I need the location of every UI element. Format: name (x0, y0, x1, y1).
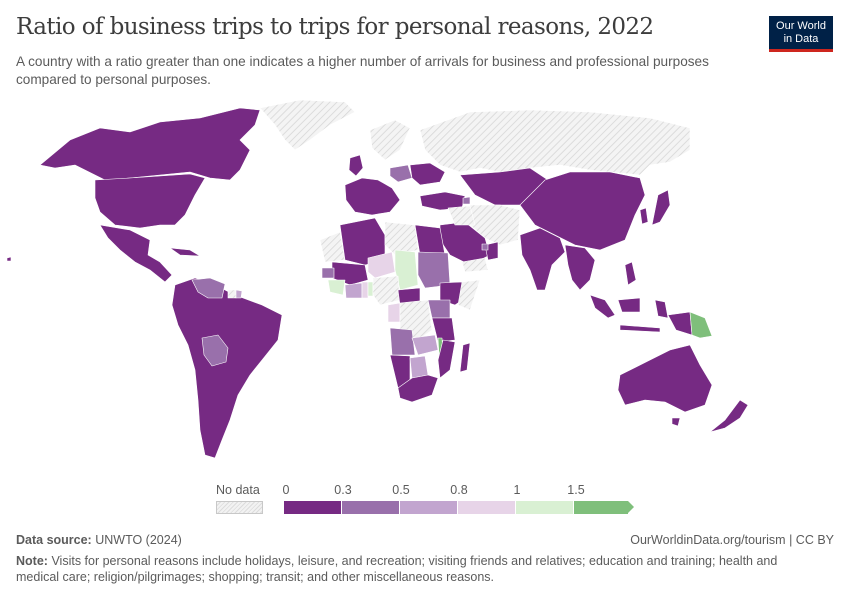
region-tanzania[interactable] (431, 317, 456, 343)
color-legend: No data 0 0.3 0.5 0.8 1 1.5 (212, 482, 642, 518)
region-yemen[interactable] (461, 257, 489, 273)
legend-bin-1.5-plus[interactable] (574, 501, 628, 514)
region-suriname[interactable] (235, 289, 243, 299)
legend-bin-1-1.5[interactable] (516, 501, 574, 514)
region-philippines[interactable] (624, 261, 637, 286)
region-japan[interactable] (651, 189, 671, 226)
region-indonesia[interactable] (589, 294, 669, 333)
legend-bin-0.3-0.5[interactable] (342, 501, 400, 514)
logo-line-2: in Data (783, 33, 819, 45)
legend-tick-5: 1.5 (567, 483, 585, 497)
region-russia[interactable] (419, 109, 691, 176)
region-papua-new-guinea[interactable] (689, 311, 713, 339)
region-uae[interactable] (481, 243, 489, 251)
region-guinea[interactable] (327, 279, 346, 296)
data-source: Data source: UNWTO (2024) (16, 533, 182, 547)
data-source-value[interactable]: UNWTO (2024) (95, 533, 182, 547)
world-map[interactable] (0, 95, 850, 475)
region-western-sahara[interactable] (319, 231, 346, 263)
footer-url-link[interactable]: OurWorldinData.org/tourism | CC BY (630, 533, 834, 547)
region-venezuela[interactable] (191, 277, 226, 299)
region-uganda-kenya[interactable] (427, 299, 451, 319)
region-scandinavia[interactable] (369, 119, 411, 161)
region-ghana[interactable] (361, 281, 369, 299)
region-western-europe[interactable] (344, 177, 401, 216)
region-new-zealand[interactable] (709, 399, 749, 433)
region-south-africa[interactable] (397, 374, 439, 403)
region-canada[interactable] (39, 107, 261, 181)
region-korea[interactable] (639, 207, 649, 225)
region-guianas[interactable] (227, 289, 237, 299)
region-ukraine[interactable] (409, 162, 446, 186)
region-iran[interactable] (469, 204, 521, 246)
region-tasmania[interactable] (671, 417, 681, 427)
legend-arrow-icon (628, 501, 634, 513)
legend-tick-1: 0.3 (334, 483, 352, 497)
region-poland[interactable] (389, 164, 413, 183)
note-text: Visits for personal reasons include holi… (16, 554, 778, 584)
region-united-kingdom[interactable] (348, 154, 364, 177)
region-somalia[interactable] (457, 279, 481, 311)
legend-tick-3: 0.8 (450, 483, 468, 497)
region-mozambique[interactable] (437, 339, 456, 379)
region-congo[interactable] (387, 302, 401, 323)
region-southeast-asia[interactable] (564, 244, 596, 291)
legend-no-data-label: No data (216, 483, 260, 497)
region-west-papua[interactable] (667, 311, 693, 336)
region-zambia[interactable] (411, 334, 439, 356)
data-source-label: Data source: (16, 533, 92, 547)
legend-bin-0.8-1[interactable] (458, 501, 516, 514)
region-niger[interactable] (367, 251, 396, 279)
region-angola[interactable] (389, 327, 416, 356)
region-senegal[interactable] (321, 267, 335, 279)
chart-subtitle: A country with a ratio greater than one … (16, 54, 709, 87)
legend-no-data-swatch[interactable] (216, 501, 263, 514)
region-china[interactable] (519, 171, 646, 251)
region-hawaii[interactable] (6, 256, 12, 262)
legend-bin-0-0.3[interactable] (284, 501, 342, 514)
legend-tick-2: 0.5 (392, 483, 410, 497)
legend-tick-0: 0 (282, 483, 290, 497)
region-libya[interactable] (384, 221, 419, 256)
region-madagascar[interactable] (459, 342, 471, 373)
region-togo-benin[interactable] (367, 281, 374, 297)
region-mexico[interactable] (99, 224, 173, 283)
region-greenland[interactable] (259, 99, 356, 151)
region-armenia[interactable] (462, 196, 471, 205)
region-united-states[interactable] (94, 173, 206, 229)
owid-logo[interactable]: Our World in Data (769, 16, 833, 52)
region-egypt[interactable] (414, 224, 446, 256)
legend-bin-0.5-0.8[interactable] (400, 501, 458, 514)
region-south-america[interactable] (171, 277, 283, 459)
chart-title: Ratio of business trips to trips for per… (16, 14, 654, 40)
region-chad[interactable] (394, 249, 419, 291)
region-cuba[interactable] (169, 247, 201, 257)
region-ivory-coast[interactable] (344, 282, 363, 299)
region-india[interactable] (519, 227, 566, 291)
legend-tick-4: 1 (513, 483, 521, 497)
region-nigeria[interactable] (372, 275, 401, 306)
region-iraq-syria[interactable] (447, 205, 476, 226)
logo-line-1: Our World (776, 20, 826, 32)
region-australia[interactable] (617, 344, 713, 413)
footer-note: Note: Visits for personal reasons includ… (16, 553, 816, 585)
region-bolivia[interactable] (201, 334, 229, 367)
region-sudan[interactable] (417, 251, 451, 289)
region-botswana[interactable] (409, 355, 429, 379)
note-label: Note: (16, 554, 48, 568)
